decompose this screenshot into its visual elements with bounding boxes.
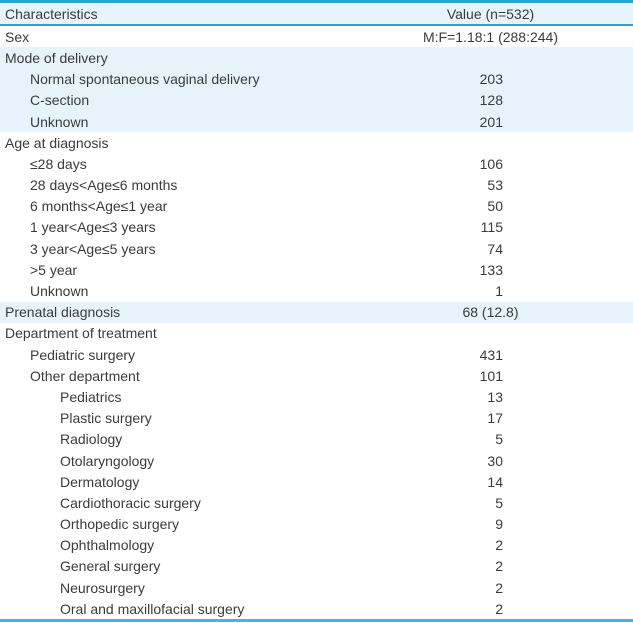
table-header-row: Characteristics Value (n=532) — [0, 3, 633, 27]
table-row: Cardiothoracic surgery 5 — [0, 492, 633, 514]
table-row: Unknown 201 — [0, 110, 633, 133]
row-value: 13 — [487, 388, 503, 405]
table-row: Radiology 5 — [0, 428, 633, 450]
table-row: 3 year<Age≤5 years 74 — [0, 238, 633, 260]
table-row: Prenatal diagnosis 68 (12.8) — [0, 301, 633, 323]
table-body: Sex M:F=1.18:1 (288:244) Mode of delivery N… — [0, 25, 633, 620]
row-label: C-section — [30, 92, 90, 109]
row-label: ≤28 days — [30, 155, 87, 172]
row-label: Unknown — [30, 113, 89, 130]
row-value: M:F=1.18:1 (288:244) — [422, 28, 559, 45]
table-row: Sex M:F=1.18:1 (288:244) — [0, 25, 633, 48]
row-value: 128 — [479, 92, 503, 109]
row-label: >5 year — [30, 261, 78, 278]
row-label: General surgery — [60, 558, 161, 575]
row-label: Otolaryngology — [60, 452, 155, 469]
row-label: Oral and maxillofacial surgery — [60, 600, 245, 617]
row-value: 1 — [495, 283, 503, 300]
table-row: Neurosurgery 2 — [0, 577, 633, 599]
row-value: 53 — [487, 177, 503, 194]
row-value — [348, 323, 633, 344]
row-label: 1 year<Age≤3 years — [30, 219, 156, 236]
row-value: 50 — [487, 198, 503, 215]
row-value: 201 — [479, 113, 503, 130]
row-value: 74 — [487, 240, 503, 257]
row-label: Dermatology — [60, 473, 140, 490]
table-row: Otolaryngology 30 — [0, 449, 633, 472]
table-row: General surgery 2 — [0, 555, 633, 578]
table-row: 1 year<Age≤3 years 115 — [0, 216, 633, 239]
row-value: 2 — [495, 558, 503, 575]
row-value: 431 — [479, 346, 503, 363]
row-label: Ophthalmology — [60, 537, 155, 554]
table-row: Ophthalmology 2 — [0, 534, 633, 556]
row-value: 2 — [495, 579, 503, 596]
row-label: Normal spontaneous vaginal delivery — [30, 71, 260, 88]
row-value: 14 — [487, 473, 503, 490]
table-row: Orthopedic surgery 9 — [0, 513, 633, 535]
column-header-characteristics: Characteristics — [0, 3, 348, 27]
row-value: 2 — [495, 537, 503, 554]
row-value: 115 — [480, 219, 503, 236]
row-value — [348, 132, 633, 153]
row-label: Prenatal diagnosis — [5, 304, 121, 321]
row-value: 101 — [479, 367, 503, 384]
row-value: 5 — [495, 494, 503, 511]
table-row: 6 months<Age≤1 year 50 — [0, 195, 633, 217]
row-value: 2 — [495, 600, 503, 617]
table-row: Dermatology 14 — [0, 471, 633, 493]
row-label: Pediatrics — [60, 388, 122, 405]
row-label: Mode of delivery — [5, 49, 108, 66]
table-row: Age at diagnosis — [0, 132, 633, 154]
row-value: 133 — [479, 261, 503, 278]
table-row: C-section 128 — [0, 89, 633, 111]
row-label: Pediatric surgery — [30, 346, 136, 363]
row-label: Radiology — [60, 431, 123, 448]
row-label: Sex — [5, 28, 30, 45]
row-value: 106 — [479, 155, 503, 172]
row-label: 28 days<Age≤6 months — [30, 177, 178, 194]
row-label: Age at diagnosis — [5, 134, 109, 151]
table-row: Unknown 1 — [0, 280, 633, 302]
table-row: Pediatrics 13 — [0, 386, 633, 408]
row-value: 203 — [479, 71, 503, 88]
row-value — [348, 47, 633, 68]
row-label: Plastic surgery — [60, 410, 152, 427]
table-row: Other department 101 — [0, 365, 633, 387]
table-row: Pediatric surgery 431 — [0, 344, 633, 366]
row-value: 5 — [495, 431, 503, 448]
row-label: 6 months<Age≤1 year — [30, 198, 168, 215]
row-label: 3 year<Age≤5 years — [30, 240, 156, 257]
table-row: Plastic surgery 17 — [0, 407, 633, 429]
table-row: >5 year 133 — [0, 259, 633, 281]
row-value: 17 — [487, 410, 503, 427]
row-value: 9 — [495, 516, 503, 533]
table-row: Oral and maxillofacial surgery 2 — [0, 598, 633, 620]
row-label: Department of treatment — [5, 325, 157, 342]
data-table: Characteristics Value (n=532) Sex M:F=1.1… — [0, 3, 633, 620]
table-row: Normal spontaneous vaginal delivery 203 — [0, 68, 633, 90]
table-row: Department of treatment — [0, 322, 633, 344]
row-label: Neurosurgery — [60, 579, 145, 596]
row-value: 30 — [487, 452, 503, 469]
table-row: 28 days<Age≤6 months 53 — [0, 174, 633, 196]
table-row: Mode of delivery — [0, 47, 633, 69]
row-label: Unknown — [30, 283, 89, 300]
row-label: Orthopedic surgery — [60, 516, 180, 533]
row-label: Other department — [30, 367, 140, 384]
column-header-value: Value (n=532) — [348, 3, 633, 27]
table-row: ≤28 days 106 — [0, 153, 633, 175]
row-label: Cardiothoracic surgery — [60, 494, 201, 511]
row-value: 68 (12.8) — [462, 304, 519, 321]
